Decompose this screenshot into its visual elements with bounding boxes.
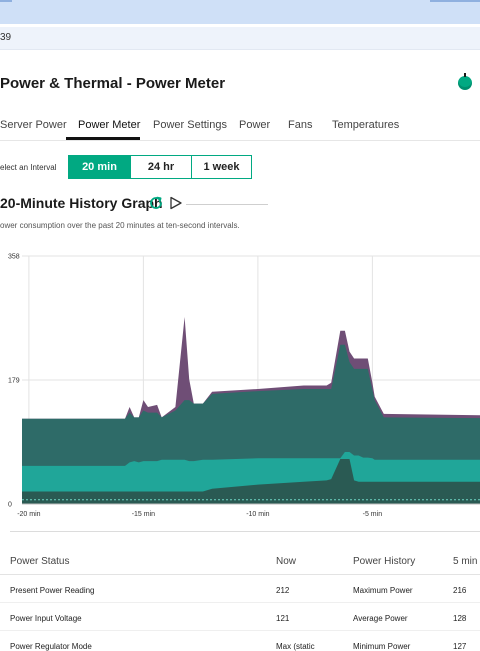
section-divider (10, 531, 480, 532)
power-history-chart: 0 179 358 -20 min -15 min -10 min -5 min (8, 254, 480, 518)
tab-power-settings[interactable]: Power Settings (153, 119, 227, 131)
interval-label: elect an Interval (0, 163, 57, 172)
base-area (22, 459, 480, 504)
tab-power-meter[interactable]: Power Meter (78, 119, 141, 131)
tab-server-power[interactable]: Server Power (0, 119, 67, 131)
row-label-regulator-mode: Power Regulator Mode (10, 642, 92, 651)
power-status-icon[interactable] (458, 73, 472, 90)
x-tick-label: -15 min (132, 511, 155, 518)
interval-24hr-button[interactable]: 24 hr (130, 155, 192, 179)
table-row-divider (0, 602, 480, 603)
row-label-maximum-power: Maximum Power (353, 586, 413, 595)
tab-strip-highlight (430, 0, 480, 2)
row-label-input-voltage: Power Input Voltage (10, 614, 82, 623)
header-power-status: Power Status (10, 556, 70, 567)
tab-bar: Server Power Power Meter Power Settings … (0, 112, 480, 141)
header-power-history: Power History (353, 556, 416, 567)
x-tick-label: -10 min (246, 511, 269, 518)
row-label-average-power: Average Power (353, 614, 408, 623)
tab-fans[interactable]: Fans (288, 119, 313, 131)
tab-strip-highlight (0, 0, 12, 2)
playback-slider[interactable] (186, 204, 268, 205)
row-label-present-power: Present Power Reading (10, 586, 95, 595)
x-tick-label: -20 min (17, 511, 40, 518)
browser-tab-strip (0, 0, 480, 24)
tab-power[interactable]: Power (239, 119, 271, 131)
y-tick-label: 179 (8, 378, 20, 385)
header-5-min: 5 min (453, 556, 478, 567)
header-now: Now (276, 556, 297, 567)
page-title: Power & Thermal - Power Meter (0, 75, 226, 92)
row-value-present-power: 212 (276, 586, 290, 595)
active-tab-indicator (66, 137, 140, 140)
play-icon[interactable] (169, 196, 183, 210)
row-value-input-voltage: 121 (276, 614, 290, 623)
tab-temperatures[interactable]: Temperatures (332, 119, 400, 131)
address-bar[interactable]: 39 (0, 27, 480, 50)
graph-title: 20-Minute History Graph (0, 195, 163, 211)
graph-description: ower consumption over the past 20 minute… (0, 221, 240, 230)
row-label-minimum-power: Minimum Power (353, 642, 411, 651)
row-value-regulator-mode: Max (static (276, 642, 315, 651)
refresh-icon[interactable] (148, 195, 164, 211)
row-value-maximum-power: 216 (453, 586, 467, 595)
interval-20min-button[interactable]: 20 min (68, 155, 131, 179)
y-tick-label: 358 (8, 254, 20, 261)
table-header-divider (0, 574, 480, 575)
row-value-minimum-power: 127 (453, 642, 467, 651)
table-row-divider (0, 630, 480, 631)
row-value-average-power: 128 (453, 614, 467, 623)
x-tick-label: -5 min (363, 511, 383, 518)
address-text: 39 (0, 32, 12, 43)
y-tick-label: 0 (8, 502, 12, 509)
interval-1week-button[interactable]: 1 week (191, 155, 252, 179)
